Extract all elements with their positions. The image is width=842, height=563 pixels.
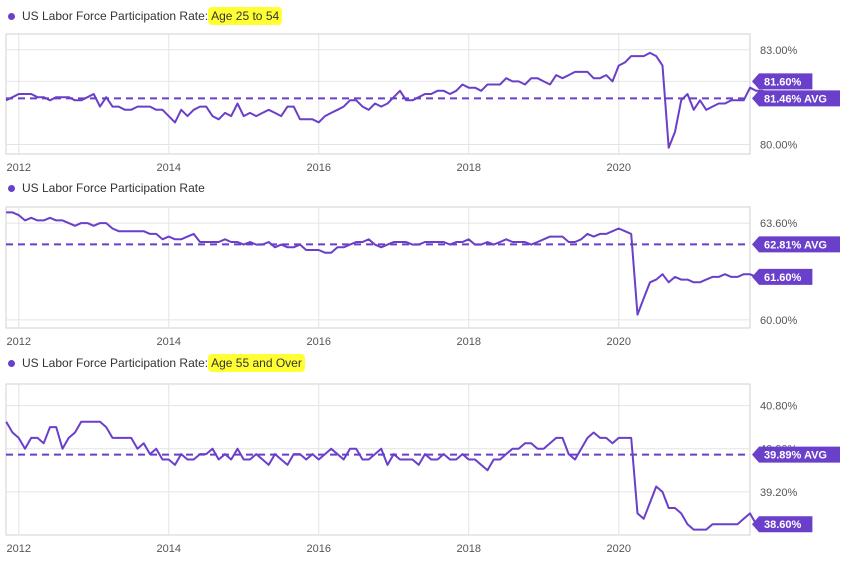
x-tick-label: 2014 (157, 543, 181, 555)
y-tick-label: 83.00% (760, 45, 798, 57)
last-value-tag-bg (752, 73, 813, 90)
last-value-tag: 81.60% (752, 73, 813, 90)
x-tick-label: 2016 (307, 162, 331, 174)
legend-overall: US Labor Force Participation Rate (8, 177, 205, 199)
last-value-tag-text: 81.60% (764, 76, 802, 88)
legend-title: US Labor Force Participation Rate (22, 9, 205, 23)
legend-title: US Labor Force Participation Rate (22, 181, 205, 195)
last-value-tag-bg (752, 268, 813, 285)
legend-prime-age: US Labor Force Participation Rate: Age 2… (8, 5, 283, 27)
last-value-tag-text: 38.60% (764, 519, 802, 531)
x-tick-label: 2020 (607, 543, 631, 555)
chart-svg-overall: 2012 2014 2016 2018 2020 63.60% 60.00% 62.81% A… (5, 206, 840, 348)
average-tag-text: 39.89% AVG (764, 450, 827, 462)
plot-frame (5, 33, 751, 155)
x-tick-label: 2016 (307, 543, 331, 555)
chart-panel-overall: US Labor Force Participation Rate 2012 20… (0, 180, 842, 355)
series-dot-icon (8, 12, 15, 20)
x-tick-label: 2020 (607, 162, 631, 174)
average-tag-bg (752, 446, 840, 463)
x-tick-label: 2018 (457, 543, 481, 555)
series-line (5, 51, 770, 149)
legend-55-over: US Labor Force Participation Rate: Age 5… (8, 352, 305, 374)
x-tick-label: 2018 (457, 162, 481, 174)
x-tick-label: 2014 (157, 162, 181, 174)
legend-colon: : (204, 356, 209, 370)
y-tick-label: 63.60% (760, 218, 798, 230)
chart-panel-prime-age: US Labor Force Participation Rate: Age 2… (0, 0, 842, 180)
series-dot-icon (8, 184, 15, 192)
plot-frame (5, 383, 751, 536)
x-tick-label: 2016 (307, 336, 331, 348)
plot-frame (5, 206, 751, 329)
chart-panel-55-over: US Labor Force Participation Rate: Age 5… (0, 352, 842, 563)
series-line (5, 420, 758, 531)
last-value-tag: 38.60% (752, 516, 813, 533)
y-tick-label: 60.00% (760, 315, 798, 327)
average-tag-bg (752, 236, 840, 253)
chart-svg-55-over: 2012201420162018202040.80%40.00%39.20%39… (5, 383, 840, 555)
x-tick-label: 2020 (607, 336, 631, 348)
legend-colon: : (204, 9, 209, 23)
average-tag-text: 81.46% AVG (764, 93, 827, 105)
last-value-tag-bg (752, 516, 813, 533)
x-tick-label: 2014 (157, 336, 181, 348)
chart-svg-prime-age: 2012201420162018202083.00%82.00%80.00%81… (5, 33, 840, 174)
x-tick-label: 2018 (457, 336, 481, 348)
average-tag-bg (752, 90, 840, 107)
legend-highlight: Age 25 to 54 (208, 7, 283, 25)
legend-highlight: Age 55 and Over (208, 354, 305, 372)
legend-title: US Labor Force Participation Rate (22, 356, 205, 370)
series-dot-icon (8, 359, 15, 367)
average-tag-text: 62.81% AVG (764, 239, 827, 251)
average-tag: 62.81% AVG (752, 236, 840, 253)
x-tick-label: 2012 (7, 543, 31, 555)
series-line (6, 211, 757, 316)
y-tick-label: 40.80% (760, 401, 798, 413)
x-tick-label: 2012 (7, 336, 31, 348)
last-value-tag-text: 61.60% (764, 272, 802, 284)
y-tick-label: 80.00% (760, 140, 798, 152)
average-tag: 81.46% AVG (752, 90, 840, 107)
last-value-tag: 61.60% (752, 268, 813, 285)
x-tick-label: 2012 (7, 162, 31, 174)
y-tick-label: 39.20% (760, 487, 798, 499)
average-tag: 39.89% AVG (752, 446, 840, 463)
